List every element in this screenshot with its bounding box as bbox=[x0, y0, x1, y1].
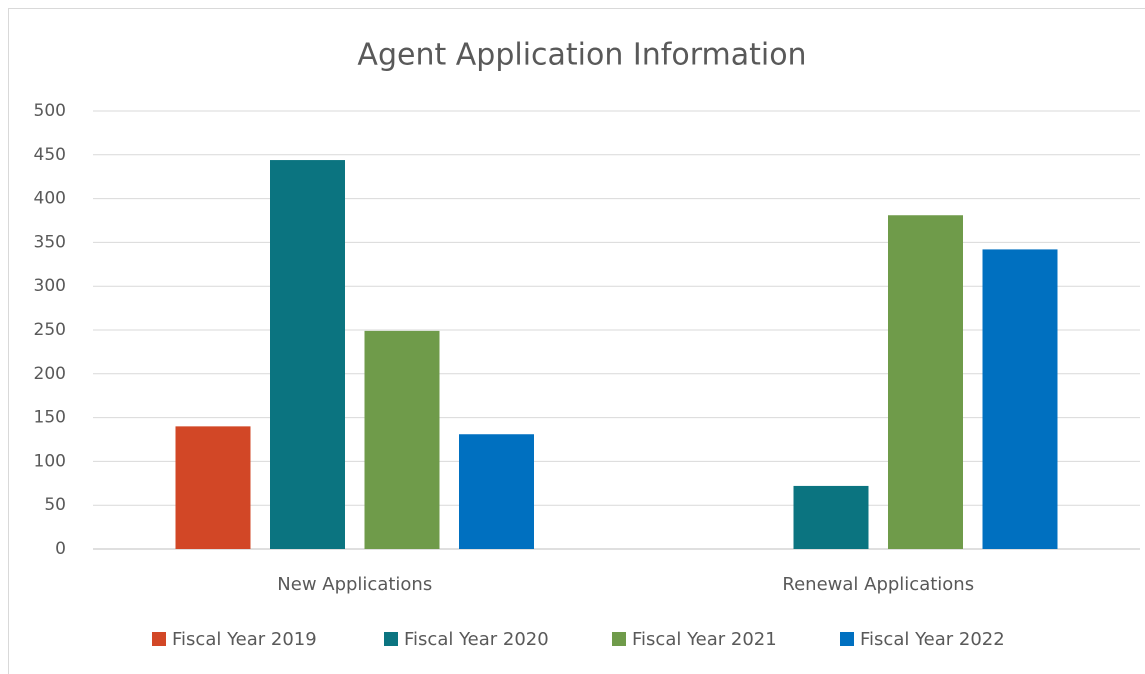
legend-label: Fiscal Year 2019 bbox=[172, 629, 317, 650]
y-tick-label: 500 bbox=[34, 101, 66, 121]
bar bbox=[793, 485, 869, 549]
legend-label: Fiscal Year 2022 bbox=[860, 629, 1005, 650]
y-tick-label: 150 bbox=[34, 408, 66, 428]
y-tick-label: 100 bbox=[34, 451, 66, 471]
y-tick-label: 350 bbox=[34, 232, 66, 252]
legend-swatch bbox=[612, 632, 626, 646]
legend-label: Fiscal Year 2021 bbox=[632, 629, 777, 650]
y-tick-label: 450 bbox=[34, 145, 66, 165]
legend-swatch bbox=[840, 632, 854, 646]
x-tick-label: New Applications bbox=[277, 574, 432, 595]
y-tick-label: 200 bbox=[34, 364, 66, 384]
x-tick-label: Renewal Applications bbox=[782, 574, 974, 595]
bar bbox=[364, 330, 440, 549]
chart-frame bbox=[8, 8, 1145, 674]
legend-label: Fiscal Year 2020 bbox=[404, 629, 549, 650]
bar bbox=[982, 249, 1058, 549]
y-tick-label: 50 bbox=[44, 495, 66, 515]
y-tick-label: 0 bbox=[55, 539, 66, 559]
bar bbox=[888, 215, 963, 549]
bar bbox=[459, 434, 534, 549]
y-tick-label: 300 bbox=[34, 276, 66, 296]
y-tick-label: 250 bbox=[34, 320, 66, 340]
bar bbox=[175, 426, 251, 549]
chart-title: Agent Application Information bbox=[357, 38, 806, 73]
legend-swatch bbox=[384, 632, 398, 646]
y-tick-label: 400 bbox=[34, 189, 66, 209]
bar bbox=[270, 160, 345, 549]
legend-swatch bbox=[152, 632, 166, 646]
